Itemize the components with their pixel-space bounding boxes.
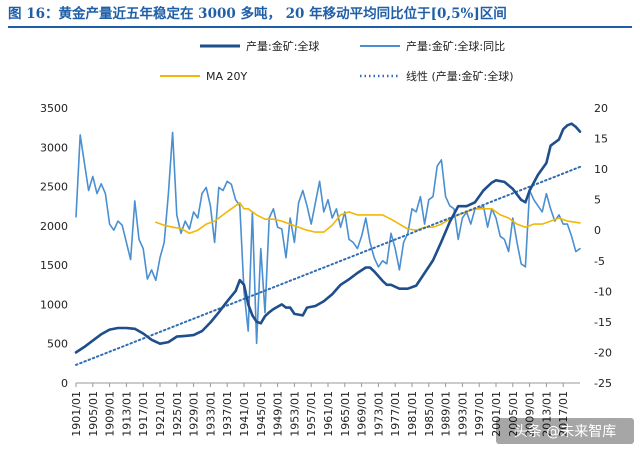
x-tick-label: 2005/01 <box>507 391 520 437</box>
y-right-tick-label: -20 <box>594 346 612 359</box>
title-bar: 图 16：黄金产量近五年稳定在 3000 多吨， 20 年移动平均同比位于[0,… <box>8 4 632 28</box>
chart-title: 图 16：黄金产量近五年稳定在 3000 多吨， 20 年移动平均同比位于[0,… <box>8 6 507 22</box>
series-line <box>74 122 582 354</box>
x-tick-label: 1981/01 <box>406 391 419 437</box>
x-tick-label: 1925/01 <box>171 391 184 437</box>
series-layer <box>74 122 582 366</box>
x-tick-label: 1985/01 <box>423 391 436 437</box>
y-right-tick-label: 15 <box>594 133 608 146</box>
legend-label: MA 20Y <box>206 70 248 83</box>
series-line <box>75 131 581 345</box>
x-tick-label: 1945/01 <box>255 391 268 437</box>
y-right-tick-label: -5 <box>594 255 605 268</box>
x-tick-label: 1953/01 <box>288 391 301 437</box>
x-tick-label: 1909/01 <box>104 391 117 437</box>
x-tick-label: 1969/01 <box>356 391 369 437</box>
y-left-tick-label: 0 <box>61 377 68 390</box>
x-tick-label: 1997/01 <box>473 391 486 437</box>
x-tick-label: 1949/01 <box>272 391 285 437</box>
x-tick-label: 1917/01 <box>137 391 150 437</box>
x-tick-label: 1929/01 <box>188 391 201 437</box>
y-right-tick-label: -15 <box>594 316 612 329</box>
x-tick-label: 1977/01 <box>389 391 402 437</box>
y-left-tick-label: 3000 <box>40 141 68 154</box>
legend-label: 产量:金矿:全球:同比 <box>406 39 505 53</box>
x-tick-label: 1941/01 <box>238 391 251 437</box>
series-line <box>75 165 581 366</box>
x-tick-label: 2013/01 <box>540 391 553 437</box>
y-right-tick-label: -10 <box>594 285 612 298</box>
y-left-tick-label: 3500 <box>40 102 68 115</box>
y-right-tick-label: 0 <box>594 224 601 237</box>
y-right-tick-label: 20 <box>594 102 608 115</box>
legend-label: 产量:金矿:全球 <box>246 39 319 53</box>
y-left-tick-label: 2500 <box>40 181 68 194</box>
y-left-tick-label: 1000 <box>40 298 68 311</box>
x-tick-label: 1901/01 <box>70 391 83 437</box>
y-left-tick-label: 1500 <box>40 259 68 272</box>
x-tick-label: 1937/01 <box>221 391 234 437</box>
x-tick-label: 1989/01 <box>440 391 453 437</box>
y-left-tick-label: 2000 <box>40 220 68 233</box>
series-line <box>155 201 581 235</box>
x-tick-label: 2001/01 <box>490 391 503 437</box>
watermark-layer: 头条 @未来智库 <box>496 418 634 444</box>
y-right-tick-label: 5 <box>594 194 601 207</box>
y-left-tick-label: 500 <box>47 338 68 351</box>
axes: 0 500 1000 1500 2000 2500 3000 3500 -25 -20 -15 -10… <box>40 102 612 437</box>
x-tick-label: 1933/01 <box>204 391 217 437</box>
x-tick-label: 1961/01 <box>322 391 335 437</box>
x-tick-label: 1921/01 <box>154 391 167 437</box>
x-tick-label: 1973/01 <box>372 391 385 437</box>
x-tick-label: 1913/01 <box>120 391 133 437</box>
watermark-badge <box>496 418 634 444</box>
x-tick-label: 1993/01 <box>456 391 469 437</box>
x-tick-label: 1965/01 <box>339 391 352 437</box>
y-right-tick-label: 10 <box>594 163 608 176</box>
y-right-tick-label: -25 <box>594 377 612 390</box>
x-tick-label: 1957/01 <box>305 391 318 437</box>
legend-label: 线性 (产量:金矿:全球) <box>406 69 514 83</box>
x-tick-label: 1905/01 <box>87 391 100 437</box>
legend: 产量:金矿:全球 产量:金矿:全球:同比 MA 20Y 线性 (产量:金矿:全球) <box>160 39 514 83</box>
x-tick-label: 2009/01 <box>524 391 537 437</box>
watermark-text: 头条 @未来智库 <box>514 423 616 440</box>
x-tick-label: 2017/01 <box>557 391 570 437</box>
